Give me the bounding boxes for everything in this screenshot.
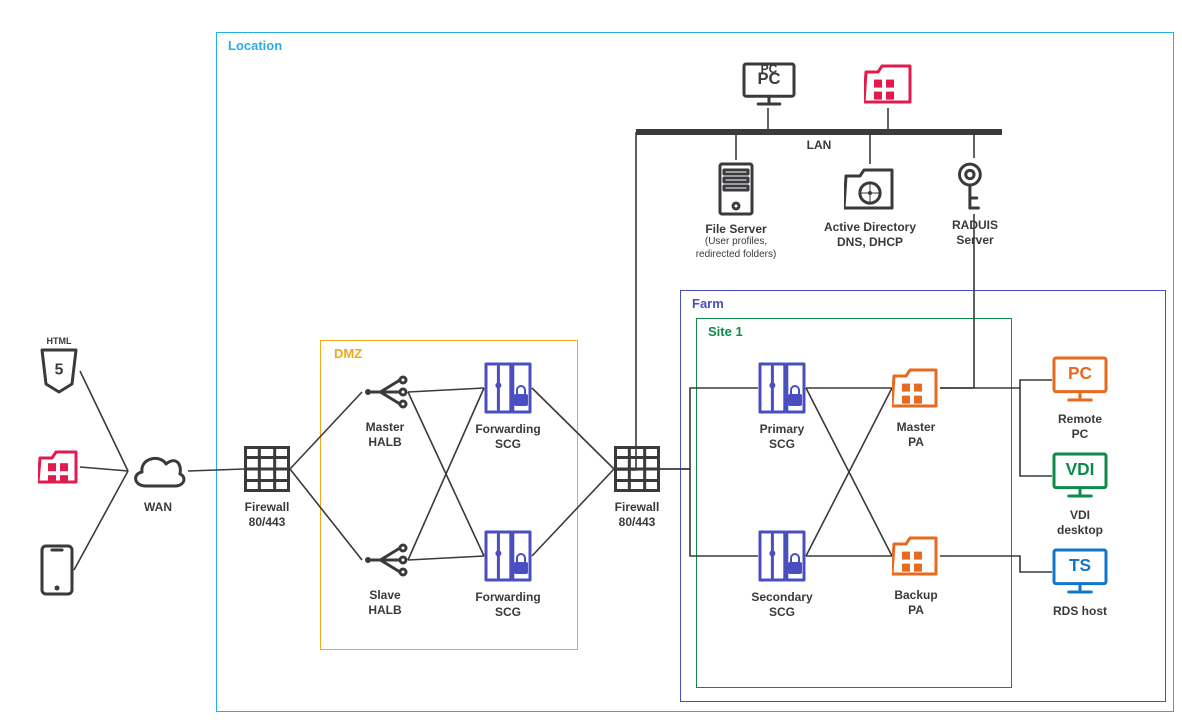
node-ad — [844, 166, 896, 212]
node-mpa — [892, 366, 940, 410]
node-label-remote_pc: Remote PC — [1020, 412, 1140, 442]
node-fw2 — [614, 446, 660, 492]
node-label-wan: WAN — [98, 500, 218, 515]
node-fscg1 — [484, 362, 532, 414]
node-label-radius: RADUIS Server — [915, 218, 1035, 248]
node-label-fw2: Firewall 80/443 — [577, 500, 697, 530]
zone-site1 — [696, 318, 1012, 688]
zone-label-dmz: DMZ — [334, 346, 362, 361]
node-radius — [958, 160, 992, 212]
node-bpa — [892, 534, 940, 578]
node-rds: TS — [1052, 548, 1108, 596]
svg-text:VDI: VDI — [1066, 459, 1095, 479]
node-remote_pc: PC — [1052, 356, 1108, 404]
diagram-canvas: LocationDMZFarmSite 1LAN5HTMLWANFirewall… — [0, 0, 1182, 725]
node-label-ad: Active Directory DNS, DHCP — [810, 220, 930, 250]
node-wan — [128, 450, 188, 492]
zone-label-site1: Site 1 — [708, 324, 743, 339]
node-label-pc_top: PC — [709, 62, 829, 77]
node-label-bpa: Backup PA — [856, 588, 976, 618]
node-label-halb_m: Master HALB — [325, 420, 445, 450]
lan-label: LAN — [799, 138, 839, 153]
node-label-fw1: Firewall 80/443 — [207, 500, 327, 530]
node-halb_m — [362, 372, 408, 412]
node-vdi: VDI — [1052, 452, 1108, 500]
zone-label-farm: Farm — [692, 296, 724, 311]
node-client_red — [38, 448, 80, 486]
node-label-sscg: Secondary SCG — [722, 590, 842, 620]
node-label-fscg1: Forwarding SCG — [448, 422, 568, 452]
node-label-pscg: Primary SCG — [722, 422, 842, 452]
svg-text:TS: TS — [1069, 555, 1091, 575]
node-label-rds: RDS host — [1020, 604, 1140, 619]
svg-text:PC: PC — [1068, 363, 1092, 383]
node-label-halb_s: Slave HALB — [325, 588, 445, 618]
node-fscg2 — [484, 530, 532, 582]
zone-label-location: Location — [228, 38, 282, 53]
node-fw1 — [244, 446, 290, 492]
node-label-fscg2: Forwarding SCG — [448, 590, 568, 620]
node-pscg — [758, 362, 806, 414]
node-label-mpa: Master PA — [856, 420, 976, 450]
node-fileserver — [718, 162, 754, 216]
node-sscg — [758, 530, 806, 582]
lan-bar — [636, 129, 1002, 135]
node-halb_s — [362, 540, 408, 580]
node-label-vdi: VDI desktop — [1020, 508, 1140, 538]
node-html5: 5HTML — [38, 348, 80, 394]
node-client_top — [864, 62, 914, 106]
node-sublabel-fileserver: (User profiles, redirected folders) — [666, 236, 806, 261]
node-label-fileserver: File Server — [676, 222, 796, 237]
node-mobile — [40, 544, 74, 596]
svg-text:5: 5 — [55, 362, 64, 379]
